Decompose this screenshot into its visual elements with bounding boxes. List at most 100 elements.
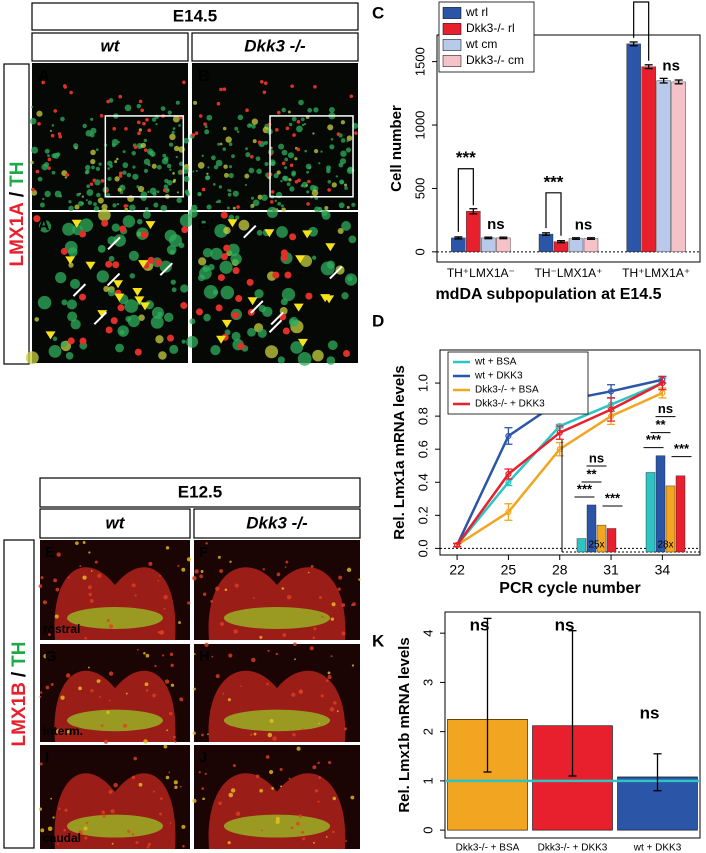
cell-fiber [257,328,267,338]
cell-fiber [289,186,295,192]
cell [85,821,89,825]
cell-fiber [82,123,87,129]
nucleus [69,90,73,95]
cell [127,829,131,834]
cell [275,652,279,656]
cell-fiber [281,287,296,302]
legend-label: Dkk3-/- rl [466,21,515,35]
cell [179,697,184,702]
cell [193,687,196,691]
cell-fiber [307,107,313,113]
cell-fiber [227,192,232,197]
cell-fiber [166,188,170,192]
data-point [505,470,512,478]
cell-fiber [160,204,168,212]
nucleus [195,308,203,316]
arrowhead [134,296,145,305]
bar [626,43,641,253]
cell-fiber [244,183,248,187]
panel-letter: I [45,749,49,766]
cell-fiber [346,135,353,142]
cell-fiber [68,200,72,204]
cell-fiber [232,206,236,210]
cell-fiber [202,247,213,258]
legend-box [447,351,589,415]
cell-fiber [85,169,90,174]
cell [50,683,54,686]
arrowhead [247,297,258,306]
stage-label: E14.5 [173,6,217,25]
cell [307,571,310,574]
nucleus [313,84,317,89]
zoom-box [269,115,354,198]
arrowhead [114,293,125,302]
cell-fiber [151,306,165,319]
cell-fiber [210,155,216,161]
stage-label: E12.5 [178,482,222,501]
cell [169,822,172,825]
cell-fiber [150,315,164,329]
cell-fiber [132,173,139,180]
cell-fiber [245,152,251,158]
cell [233,629,238,634]
arrowhead [302,230,313,239]
cell [111,842,114,845]
x-tick-label: 25 [501,562,517,578]
inset-bar [645,472,656,553]
error-bar [659,77,668,84]
cell-fiber [217,142,221,146]
cell-fiber [169,344,179,354]
cell [249,733,253,737]
y-tick-label: 4 [420,630,435,637]
nucleus [220,211,228,219]
nucleus [281,254,289,262]
cell-fiber [312,349,324,362]
significance-label: *** [646,432,662,447]
cell-fiber [227,189,230,192]
cell-fiber [169,234,182,248]
cell-fiber [166,179,173,186]
cell [56,552,61,557]
cell-fiber [52,336,58,342]
cell [192,731,196,735]
nucleus [143,148,148,152]
cell [261,829,264,832]
cell-fiber [158,351,167,360]
cell-fiber [215,159,223,167]
stain-part: / [7,191,28,197]
error-bar [469,208,478,215]
cell [60,695,65,700]
panel-letter: K [372,631,385,650]
cell [234,583,239,588]
cell [317,761,320,765]
nucleus [235,294,243,302]
cell-fiber [257,194,263,200]
cell-fiber [326,168,331,174]
cell [228,653,233,658]
nucleus [257,140,262,145]
cell-fiber [34,317,40,322]
cell-fiber [296,125,303,133]
cell-fiber [115,343,124,353]
cell [82,541,86,545]
cell-fiber [256,229,263,236]
cell [269,718,274,724]
cell-fiber [281,107,287,113]
arrow [72,283,87,297]
cell [222,692,225,695]
nucleus [58,134,63,139]
significance-label: ns [487,216,505,233]
cell [131,832,135,836]
nucleus [99,113,104,118]
nucleus [117,304,125,312]
cell-fiber [236,130,240,133]
cell-fiber [320,261,335,276]
error-bar [504,427,513,445]
cell-fiber [223,172,229,178]
cell [288,777,291,780]
cell [97,573,102,578]
cell [325,679,329,682]
arrowhead [97,310,108,319]
stain-part: TH [9,641,30,666]
cell-fiber [230,253,242,265]
